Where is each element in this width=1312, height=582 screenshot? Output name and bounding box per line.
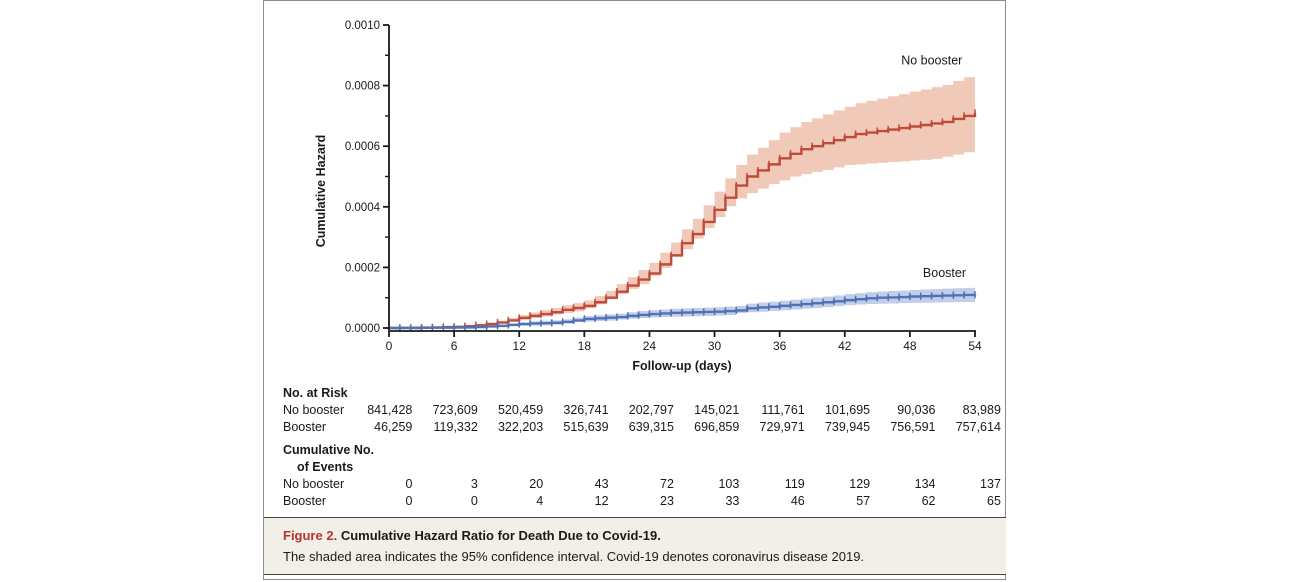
table-cell: 129 [849,477,871,491]
table-cell: 111,761 [761,403,805,417]
table-cell: 0 [405,477,413,491]
table-cell: 202,797 [628,403,674,417]
table-cell: 72 [660,477,674,491]
row-label: Booster [283,420,327,434]
svg-text:30: 30 [708,339,722,353]
svg-text:0.0002: 0.0002 [345,262,380,274]
table-cell: 326,741 [563,403,609,417]
svg-text:0.0010: 0.0010 [345,20,380,32]
hazard-chart: No booster Booster 0.0000 0.0002 0.0004 0.000… [264,1,1006,377]
row-label: Booster [283,494,327,508]
svg-text:42: 42 [838,339,852,353]
svg-text:0: 0 [386,339,393,353]
figure-number-label: Figure 2. [283,528,338,543]
row-cells: 841,428 723,609 520,459 326,741 202,797 145,0… [347,402,1001,419]
table-cell: 639,315 [628,420,674,434]
svg-text:0.0006: 0.0006 [345,141,380,153]
row-label: No booster [283,403,345,417]
table-cell: 757,614 [955,420,1001,434]
table-cell: 23 [660,494,674,508]
svg-text:12: 12 [513,339,527,353]
svg-text:36: 36 [773,339,787,353]
events-table-heading-line1: Cumulative No. [283,443,374,457]
events-table-heading-line2: of Events [297,460,354,474]
table-cell: 134 [914,477,936,491]
table-cell: 103 [718,477,740,491]
svg-text:6: 6 [451,339,458,353]
hazard-chart-svg: No booster Booster 0.0000 0.0002 0.0004 0.000… [314,20,982,373]
row-cells: 46,259 119,332 322,203 515,639 639,315 696,85… [347,419,1001,436]
svg-text:48: 48 [903,339,917,353]
y-axis-label: Cumulative Hazard [314,135,328,248]
table-cell: 12 [594,494,609,508]
table-row: Booster 46,259 119,332 322,203 515,639 639,3… [264,419,1006,436]
table-cell: 43 [594,477,609,491]
svg-text:54: 54 [968,339,982,353]
caption-line2: The shaded area indicates the 95% confid… [283,548,865,564]
table-cell: 739,945 [824,420,871,434]
table-cell: 33 [725,494,740,508]
row-cells: 0 0 4 12 23 33 46 57 62 65 [347,493,1001,510]
table-cell: 0 [470,494,478,508]
table-cell: 696,859 [694,420,740,434]
ci-band [389,73,975,328]
table-cell: 119 [784,477,805,491]
table-cell: 520,459 [497,403,544,417]
row-label: No booster [283,477,345,491]
table-cell: 57 [856,494,871,508]
table-cell: 756,591 [890,420,936,434]
svg-text:0.0004: 0.0004 [345,202,381,214]
table-cell: 101,695 [824,403,871,417]
svg-text:0.0000: 0.0000 [345,323,380,335]
censor-ticks [399,291,976,332]
risk-table-heading: No. at Risk [283,386,348,400]
series-label: No booster [901,53,962,67]
row-cells: 0 3 20 43 72 103 119 129 134 137 [347,476,1001,493]
table-cell: 46,259 [374,420,413,434]
table-row: Booster 0 0 4 12 23 33 46 57 62 65 [264,493,1006,510]
figure-title: Cumulative Hazard Ratio for Death Due to… [340,528,661,543]
caption-line1: Figure 2. Cumulative Hazard Ratio for De… [283,526,990,547]
figure-caption: Figure 2. Cumulative Hazard Ratio for De… [264,517,1006,575]
table-row: No booster 841,428 723,609 520,459 326,741 2… [264,402,1006,419]
table-row: No booster 0 3 20 43 72 103 119 129 134 137 [264,476,1006,493]
table-cell: 65 [987,494,1001,508]
table-cell: 515,639 [563,420,609,434]
x-axis-label: Follow-up (days) [632,359,731,373]
table-cell: 4 [536,494,544,508]
table-cell: 0 [405,494,413,508]
cumulative-events-table: Cumulative No. of Events No booster 0 3 20… [264,442,1006,510]
table-cell: 62 [921,494,936,508]
table-cell: 119,332 [433,420,478,434]
table-cell: 841,428 [367,403,413,417]
svg-text:24: 24 [643,339,657,353]
table-cell: 20 [529,477,544,491]
table-cell: 83,989 [962,403,1001,417]
table-cell: 90,036 [897,403,936,417]
series-label: Booster [923,266,966,280]
svg-text:0.0008: 0.0008 [345,81,380,93]
table-cell: 723,609 [432,403,478,417]
table-cell: 322,203 [497,420,544,434]
table-cell: 145,021 [694,403,740,417]
ci-band [389,287,975,328]
svg-text:18: 18 [578,339,592,353]
table-cell: 3 [470,477,478,491]
table-cell: 729,971 [759,420,805,434]
table-cell: 46 [790,494,805,508]
figure-panel: No booster Booster 0.0000 0.0002 0.0004 0.000… [263,0,1006,580]
no-at-risk-table: No. at Risk No booster 841,428 723,609 520… [264,385,1006,436]
table-cell: 137 [980,477,1001,491]
